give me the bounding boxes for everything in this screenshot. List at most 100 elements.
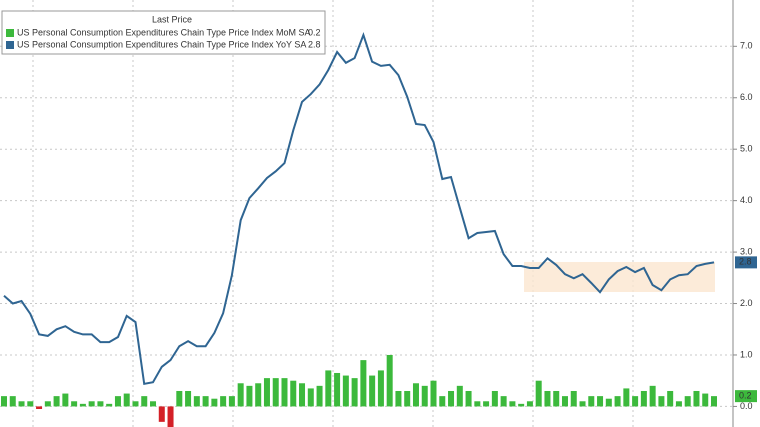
bar: [237, 383, 244, 407]
bar: [342, 375, 349, 407]
bar: [483, 401, 490, 407]
legend-swatch: [6, 29, 14, 37]
bar: [465, 390, 472, 407]
bar: [351, 378, 358, 407]
bar: [193, 396, 200, 407]
bar: [307, 388, 314, 407]
bar: [202, 396, 209, 407]
bar: [412, 383, 419, 407]
bar: [123, 393, 130, 407]
legend-box: [1, 10, 326, 55]
legend-swatch: [6, 41, 14, 49]
y-tick-label: 4.0: [740, 195, 753, 205]
bar: [106, 403, 113, 407]
bar: [711, 396, 717, 407]
bar: [623, 388, 630, 407]
highlight-band: [524, 262, 715, 292]
legend-label: US Personal Consumption Expenditures Cha…: [17, 39, 306, 49]
bar: [185, 390, 192, 407]
bar: [44, 401, 51, 407]
bar: [325, 370, 332, 407]
bar: [597, 396, 604, 407]
bar: [553, 390, 560, 407]
bar: [535, 380, 542, 407]
bar: [430, 380, 437, 407]
bar: [640, 390, 647, 407]
bar: [62, 393, 69, 407]
bar: [377, 370, 384, 407]
bar: [246, 385, 253, 407]
y-tick-label: 0.0: [740, 401, 753, 411]
bar: [561, 396, 568, 407]
bar: [176, 390, 183, 407]
y-tick-label: 3.0: [740, 246, 753, 256]
bar: [456, 385, 463, 407]
bar: [649, 385, 656, 407]
bar: [88, 401, 95, 407]
bar: [448, 390, 455, 407]
bar: [632, 396, 639, 407]
bar: [474, 401, 481, 407]
bar: [570, 390, 577, 407]
bar: [491, 390, 498, 407]
line: [3, 31, 715, 385]
bar: [702, 393, 709, 407]
bar: [1, 396, 7, 407]
horizontal-grid: [0, 45, 733, 407]
bar: [334, 372, 341, 407]
last-value-label: 2.8: [739, 257, 752, 267]
bar: [167, 406, 174, 427]
legend-title: Last Price: [152, 14, 192, 24]
bar: [675, 401, 682, 407]
legend-label: US Personal Consumption Expenditures Cha…: [17, 27, 310, 37]
legend-value: 0.2: [308, 27, 321, 37]
vertical-grid: [32, 0, 634, 427]
last-value-label: 0.2: [739, 391, 752, 401]
bar: [369, 375, 376, 407]
bar: [9, 396, 16, 407]
bar: [658, 396, 665, 407]
y-tick-label: 5.0: [740, 144, 753, 154]
bar: [114, 396, 121, 407]
axis-labels: 0.0 1.0 2.0 3.0 4.0 5.0 6.0 7.0 0.2 2.8: [733, 41, 757, 411]
bar: [579, 401, 586, 407]
bar: [71, 401, 78, 407]
bars: [1, 354, 717, 427]
bar: [299, 383, 306, 407]
bar: [255, 383, 262, 407]
bar: [18, 401, 25, 407]
bar: [421, 385, 428, 407]
bar: [132, 401, 139, 407]
bar: [667, 390, 674, 407]
bar: [544, 390, 551, 407]
bar: [272, 378, 279, 407]
bar: [263, 378, 270, 407]
bar: [158, 406, 165, 422]
bar: [97, 401, 104, 407]
bar: [79, 403, 86, 407]
bar: [439, 396, 446, 407]
bar: [211, 398, 218, 407]
bar: [693, 390, 700, 407]
bar: [684, 396, 691, 407]
bar: [509, 401, 516, 407]
bar: [500, 396, 507, 407]
legend-value: 2.8: [308, 39, 321, 49]
y-tick-label: 7.0: [740, 41, 753, 51]
bar: [53, 396, 60, 407]
bar: [316, 385, 323, 407]
y-tick-label: 6.0: [740, 92, 753, 102]
bar: [281, 378, 288, 407]
bar: [27, 401, 34, 407]
bar: [605, 398, 612, 407]
bar: [220, 396, 227, 407]
bar: [386, 354, 393, 407]
bar: [360, 360, 367, 407]
bar: [526, 401, 533, 407]
last-value-badge: [735, 256, 757, 269]
legend: Last Price US Personal Consumption Expen…: [1, 10, 326, 55]
bar: [518, 403, 525, 407]
bar: [36, 406, 43, 409]
y-tick-label: 2.0: [740, 298, 753, 308]
